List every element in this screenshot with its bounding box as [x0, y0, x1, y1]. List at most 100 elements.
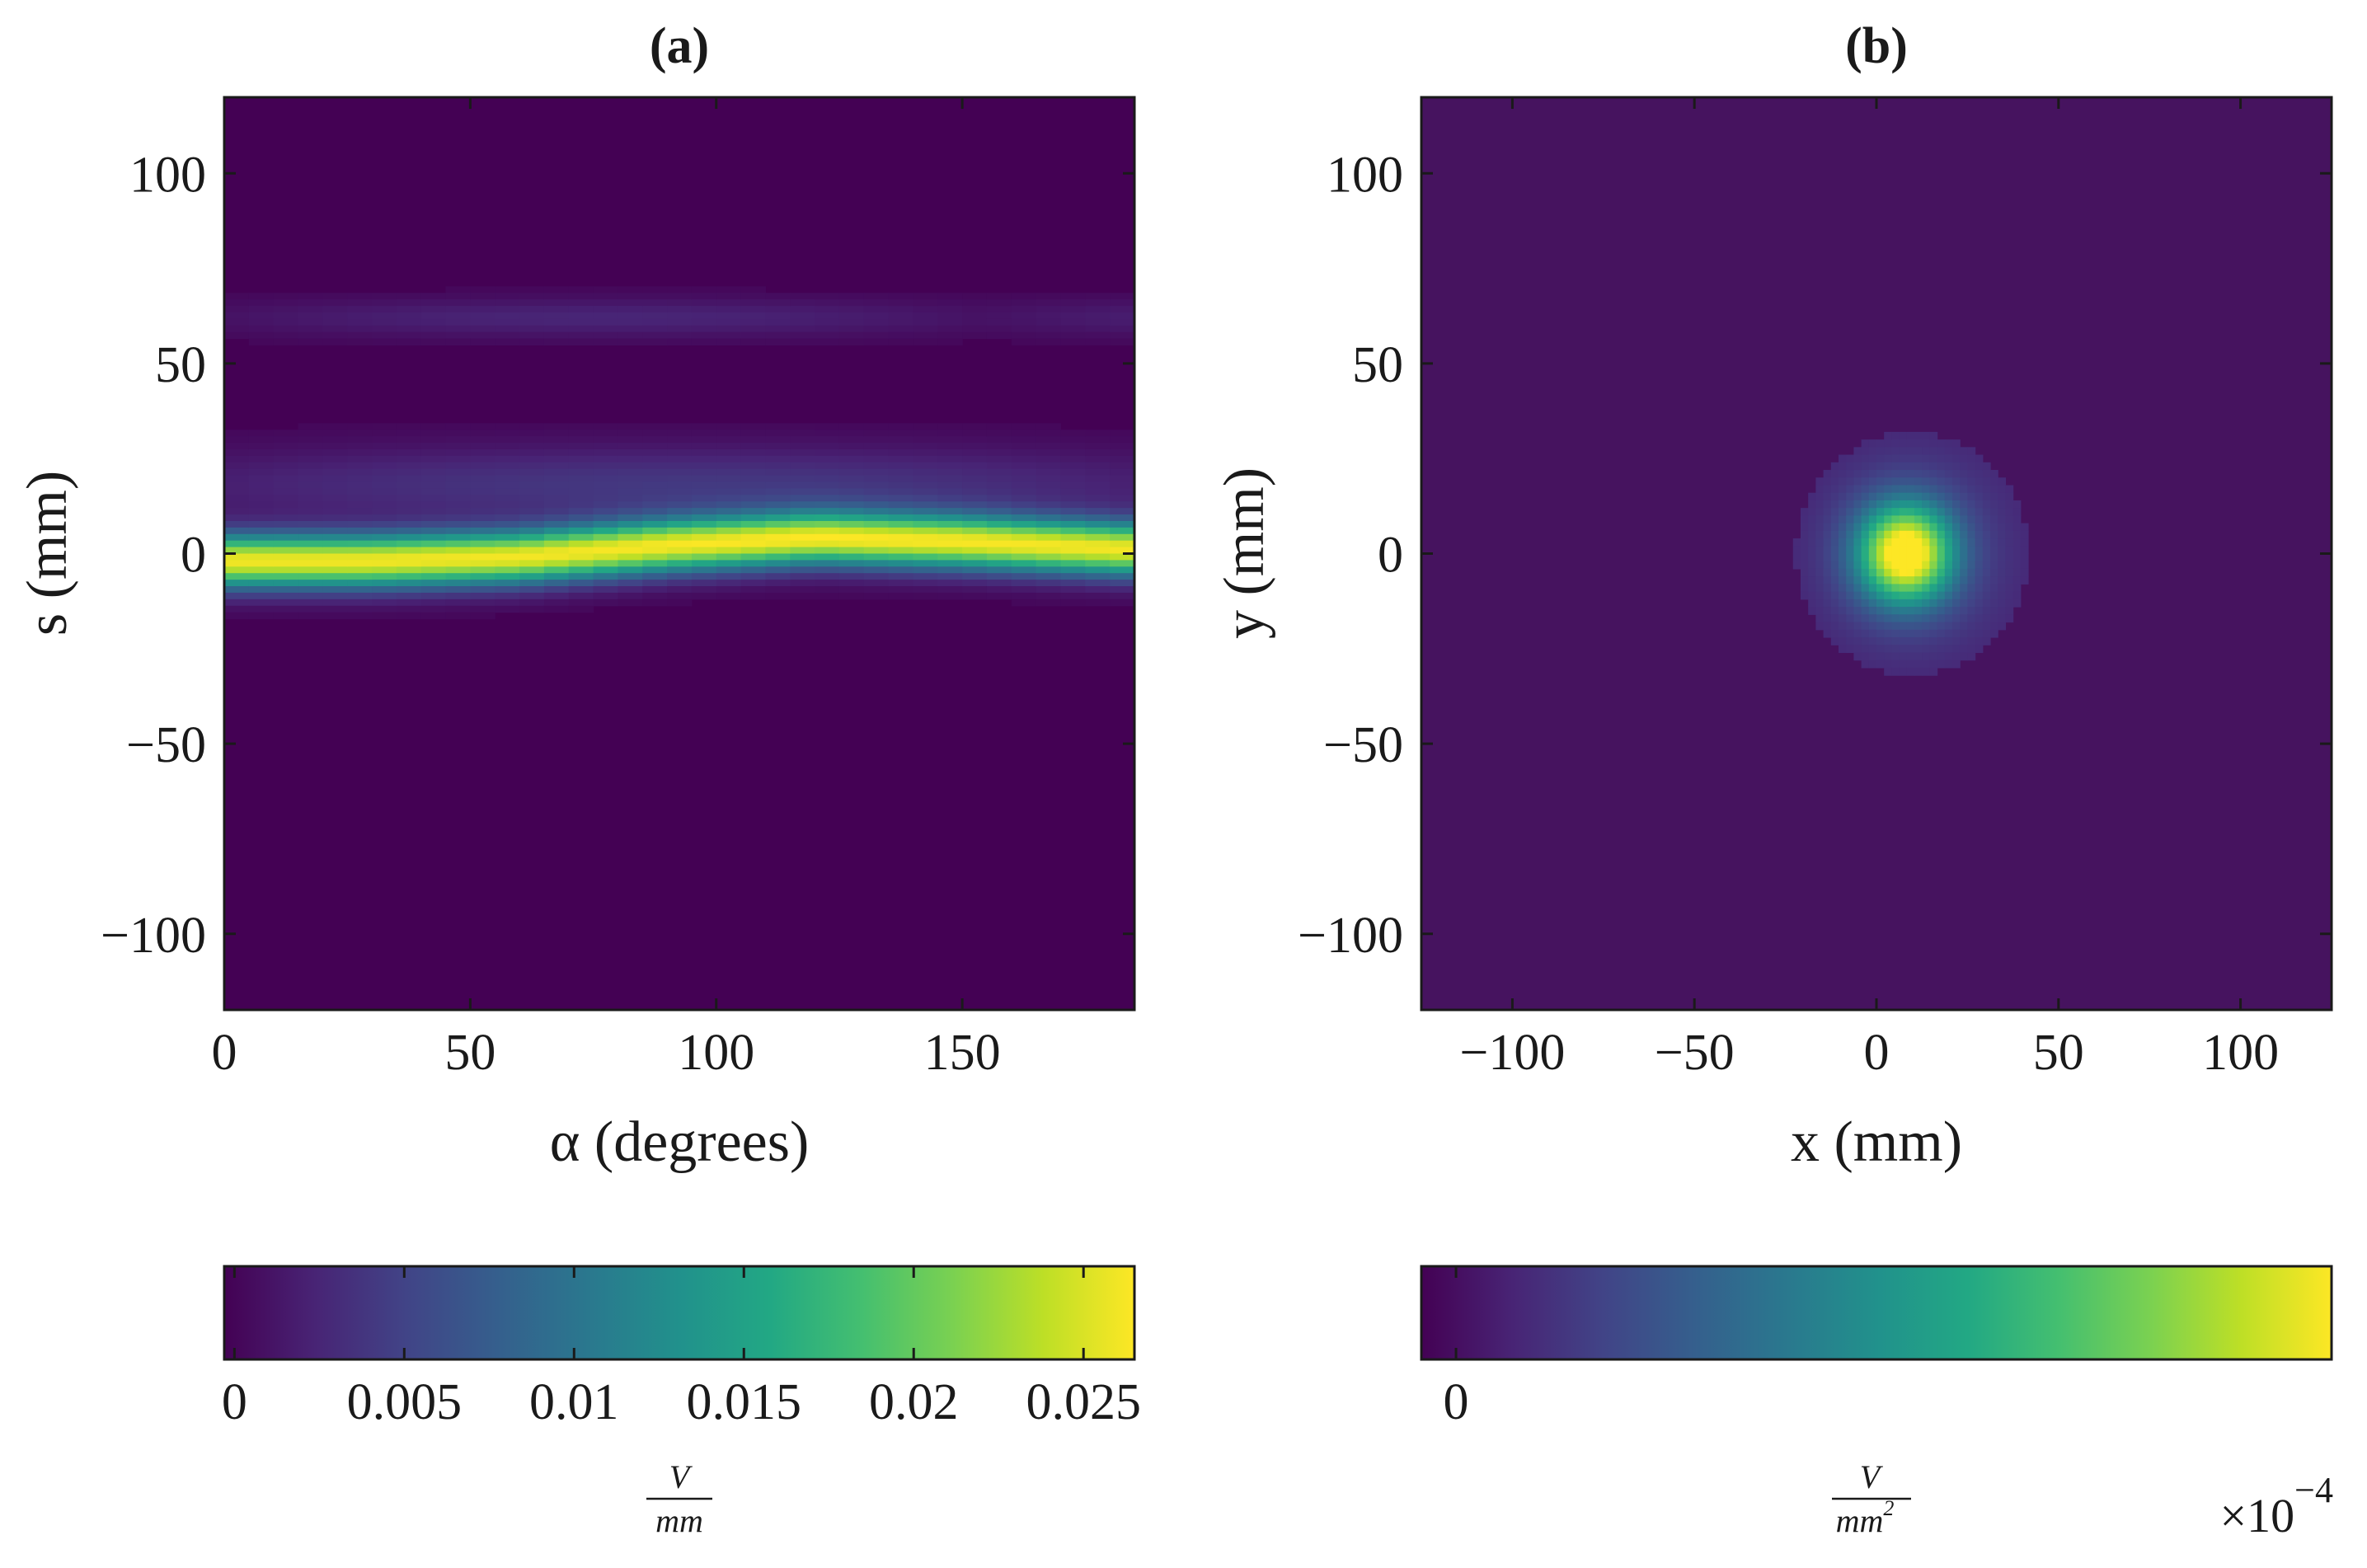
panel-a-heatmap-cell [1060, 495, 1086, 502]
panel-b-heatmap-cell [1998, 561, 2006, 570]
panel-b-heatmap-cell [1884, 599, 1892, 608]
panel-a-heatmap-cell [543, 481, 570, 490]
panel-b-heatmap-cell [1906, 546, 1915, 555]
panel-b-heatmap-cell [1899, 561, 1908, 570]
panel-b-heatmap-cell [2012, 500, 2022, 509]
panel-a-heatmap-cell [863, 495, 890, 502]
panel-a-heatmap-cell [273, 430, 299, 437]
panel-a-heatmap-cell [396, 580, 422, 587]
panel-b-heatmap-cell [1960, 553, 1968, 562]
panel-a-heatmap-cell [937, 553, 963, 561]
panel-b-heatmap-cell [1944, 530, 1953, 539]
panel-a-heatmap-cell [962, 495, 988, 502]
panel-a-heatmap-cell [740, 299, 767, 307]
panel-a-heatmap-cell [913, 586, 938, 594]
panel-a-heatmap-cell [248, 612, 275, 620]
panel-a-heatmap-cell [445, 448, 471, 457]
panel-a-heatmap-cell [667, 514, 693, 522]
panel-a-heatmap-cell [273, 299, 299, 307]
panel-b-heatmap-cell [1922, 645, 1930, 654]
panel-a-heatmap-cell [495, 592, 520, 600]
panel-a-heatmap-cell [543, 331, 570, 340]
panel-a-heatmap-cell [568, 592, 594, 600]
panel-a-heatmap-cell [863, 481, 890, 490]
panel-a-heatmap-cell [396, 338, 422, 346]
panel-b-heatmap-cell [2012, 515, 2022, 524]
panel-a-heatmap-cell [224, 436, 250, 444]
panel-a-heatmap-cell [1036, 331, 1062, 340]
panel-a-heatmap-cell [1110, 553, 1135, 561]
panel-a-heatmap-cell [765, 547, 791, 555]
panel-a-heatmap-cell [1036, 455, 1062, 463]
panel-b-heatmap-cell [1815, 508, 1825, 516]
panel-b-heatmap-cell [1937, 515, 1946, 524]
panel-a-heatmap-cell [815, 520, 840, 528]
panel-a-heatmap-cell [1011, 331, 1037, 340]
panel-a-heatmap-cell [224, 540, 250, 548]
panel-a-heatmap-cell [790, 448, 815, 457]
panel-a-heatmap-cell [888, 299, 914, 307]
panel-a-heatmap-cell [543, 318, 570, 326]
panel-b-x-tick-label: 0 [1864, 1025, 1890, 1081]
panel-b-heatmap-cell [2005, 576, 2014, 584]
panel-a-heatmap-cell [986, 501, 1012, 509]
panel-b-heatmap-cell [2020, 530, 2029, 539]
panel-a-heatmap-cell [495, 299, 520, 307]
panel-b-heatmap-cell [1937, 584, 1946, 593]
panel-a-heatmap-cell [1011, 540, 1037, 548]
panel-a-heatmap-cell [273, 312, 299, 320]
panel-a-heatmap-cell [962, 481, 988, 490]
panel-a-heatmap-cell [642, 312, 668, 320]
panel-a-heatmap-cell [667, 586, 693, 594]
panel-b-heatmap-cell [1884, 492, 1892, 501]
panel-a-heatmap-cell [740, 586, 767, 594]
panel-a-heatmap-cell [1036, 527, 1062, 535]
panel-a-heatmap-cell [790, 306, 815, 313]
panel-a-heatmap-cell [347, 293, 373, 300]
panel-a-heatmap-cell [1110, 306, 1135, 313]
panel-b-heatmap-cell [1914, 652, 1923, 661]
panel-b-heatmap-cell [1830, 561, 1839, 570]
panel-b-heatmap-cell [1815, 599, 1825, 608]
panel-b-heatmap-cell [1830, 523, 1839, 532]
panel-a-heatmap-cell [298, 488, 323, 495]
panel-b-heatmap-cell [1846, 591, 1854, 600]
panel-a-heatmap-cell [1036, 462, 1062, 470]
panel-a-heatmap-cell [1085, 547, 1111, 555]
panel-b-heatmap-cell [1906, 652, 1915, 661]
panel-b-heatmap-cell [1853, 508, 1862, 516]
panel-a-heatmap-cell [1085, 430, 1111, 437]
panel-a-heatmap-cell [962, 592, 988, 600]
panel-a-heatmap-cell [322, 325, 348, 333]
panel-a-heatmap-cell [445, 468, 471, 477]
panel-b-heatmap-cell [1868, 515, 1877, 524]
panel-a-heatmap-cell [1110, 312, 1135, 320]
panel-a-heatmap-cell [618, 430, 643, 437]
panel-a-heatmap-cell [642, 566, 668, 574]
panel-b-heatmap-cell [1899, 591, 1908, 600]
panel-a-heatmap-cell [519, 586, 545, 594]
panel-b-heatmap-cell [1868, 523, 1877, 532]
panel-b-heatmap-cell [1876, 614, 1885, 623]
panel-a-heatmap-cells [224, 286, 1135, 620]
panel-a-heatmap-cell [765, 481, 791, 490]
panel-a-heatmap-cell [519, 533, 545, 542]
panel-a-heatmap-cell [470, 293, 495, 300]
panel-a-heatmap-cell [815, 468, 840, 477]
panel-b-heatmap-cell [1830, 599, 1839, 608]
panel-b-heatmap-cell [1982, 614, 1991, 623]
panel-b-heatmap-cell [1899, 492, 1908, 501]
panel-a-heatmap-cell [1036, 599, 1062, 607]
panel-b-heatmap-cell [1846, 607, 1854, 615]
panel-a-heatmap-cell [740, 306, 767, 313]
panel-a-heatmap-cell [1011, 455, 1037, 463]
panel-a-heatmap-cell [224, 520, 250, 528]
panel-a-heatmap-cell [273, 475, 299, 483]
panel-a-heatmap-cell [470, 325, 495, 333]
panel-b-heatmap-cell [2012, 576, 2022, 584]
panel-a-heatmap-cell [888, 455, 914, 463]
panel-a-heatmap-cell [322, 443, 348, 450]
panel-a-heatmap-cell [618, 455, 643, 463]
panel-b-heatmap-cell [1922, 454, 1930, 463]
panel-b-heatmap-cell [2012, 561, 2022, 570]
